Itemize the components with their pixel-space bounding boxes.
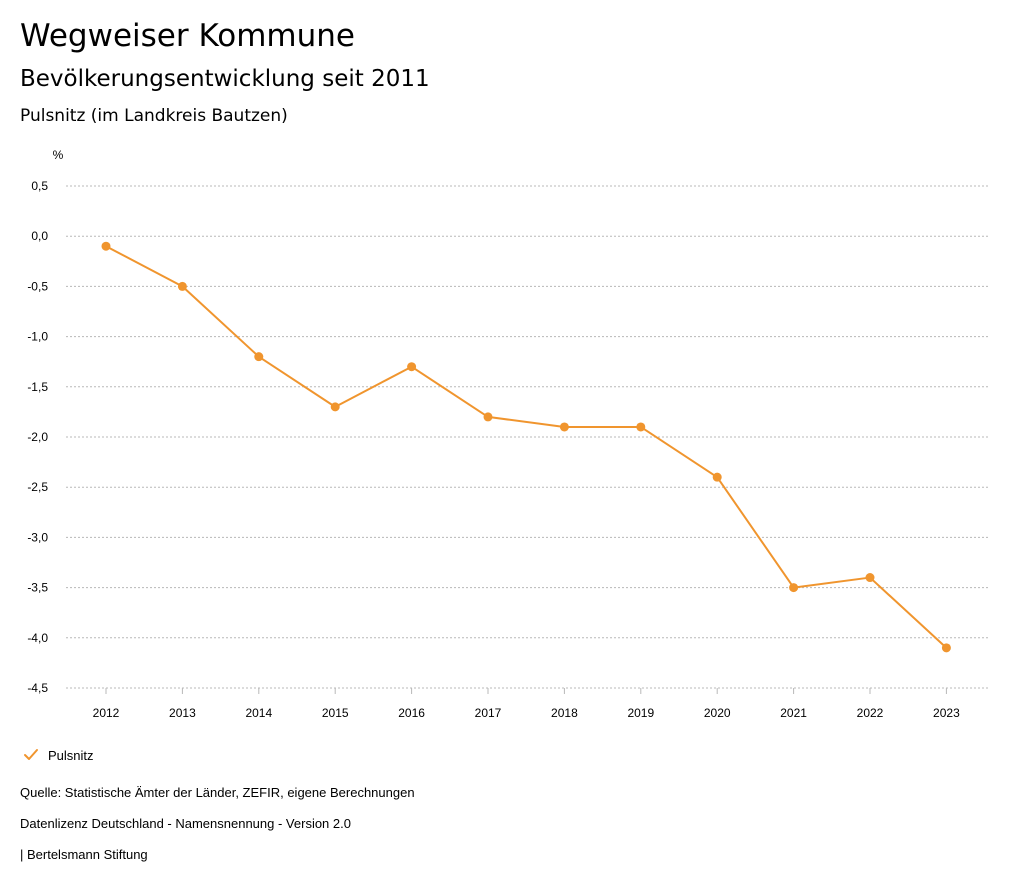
x-tick-label: 2012 xyxy=(93,706,120,720)
grid-layer xyxy=(66,185,990,689)
x-tick-label: 2018 xyxy=(551,706,578,720)
data-point xyxy=(177,281,187,291)
data-point xyxy=(941,643,951,653)
x-tick-label: 2014 xyxy=(245,706,272,720)
data-point xyxy=(330,402,340,412)
chart-subtitle: Bevölkerungsentwicklung seit 2011 xyxy=(20,66,430,92)
y-tick-label: -4,0 xyxy=(27,631,48,645)
data-point xyxy=(559,422,569,432)
legend-check-icon xyxy=(24,749,38,760)
y-axis-unit: % xyxy=(53,148,64,162)
data-point xyxy=(712,472,722,482)
credit-note: | Bertelsmann Stiftung xyxy=(20,847,148,862)
data-point xyxy=(254,352,264,362)
y-tick-label: 0,0 xyxy=(31,229,48,243)
y-tick-label: -3,0 xyxy=(27,530,48,544)
data-point xyxy=(636,422,646,432)
y-tick-label: -1,0 xyxy=(27,330,48,344)
data-point xyxy=(483,412,493,422)
y-tick-label: -2,5 xyxy=(27,480,48,494)
x-tick-label: 2015 xyxy=(322,706,349,720)
legend-label: Pulsnitz xyxy=(48,747,94,763)
y-tick-label: -1,5 xyxy=(27,380,48,394)
data-point xyxy=(407,362,417,372)
x-tick-label: 2016 xyxy=(398,706,425,720)
x-tick-label: 2020 xyxy=(704,706,731,720)
license-note: Datenlizenz Deutschland - Namensnennung … xyxy=(20,816,351,831)
source-note: Quelle: Statistische Ämter der Länder, Z… xyxy=(20,785,415,800)
series-line-0 xyxy=(105,245,948,649)
x-tick-label: 2022 xyxy=(857,706,884,720)
region-label: Pulsnitz (im Landkreis Bautzen) xyxy=(20,106,288,126)
data-point xyxy=(865,573,875,583)
page-title: Wegweiser Kommune xyxy=(20,18,355,54)
legend[interactable]: Pulsnitz xyxy=(20,744,94,766)
line-chart: % 0,5 0,0 -0,5 -1,0 -1,5 -2,0 -2,5 -3,0 -3,5 -4,0 -… xyxy=(27,148,990,720)
x-tick-label: 2013 xyxy=(169,706,196,720)
y-tick-label: -2,0 xyxy=(27,430,48,444)
axis-layer: % 0,5 0,0 -0,5 -1,0 -1,5 -2,0 -2,5 -3,0 -3,5 -4,0 -… xyxy=(27,148,960,720)
series-layer xyxy=(101,241,951,653)
x-tick-label: 2019 xyxy=(627,706,654,720)
y-tick-label: -3,5 xyxy=(27,581,48,595)
data-point xyxy=(789,583,799,593)
x-tick-label: 2017 xyxy=(475,706,502,720)
y-tick-label: -4,5 xyxy=(27,681,48,695)
y-tick-label: 0,5 xyxy=(31,179,48,193)
x-tick-label: 2023 xyxy=(933,706,960,720)
y-tick-label: -0,5 xyxy=(27,279,48,293)
data-point xyxy=(101,241,111,251)
x-tick-label: 2021 xyxy=(780,706,807,720)
